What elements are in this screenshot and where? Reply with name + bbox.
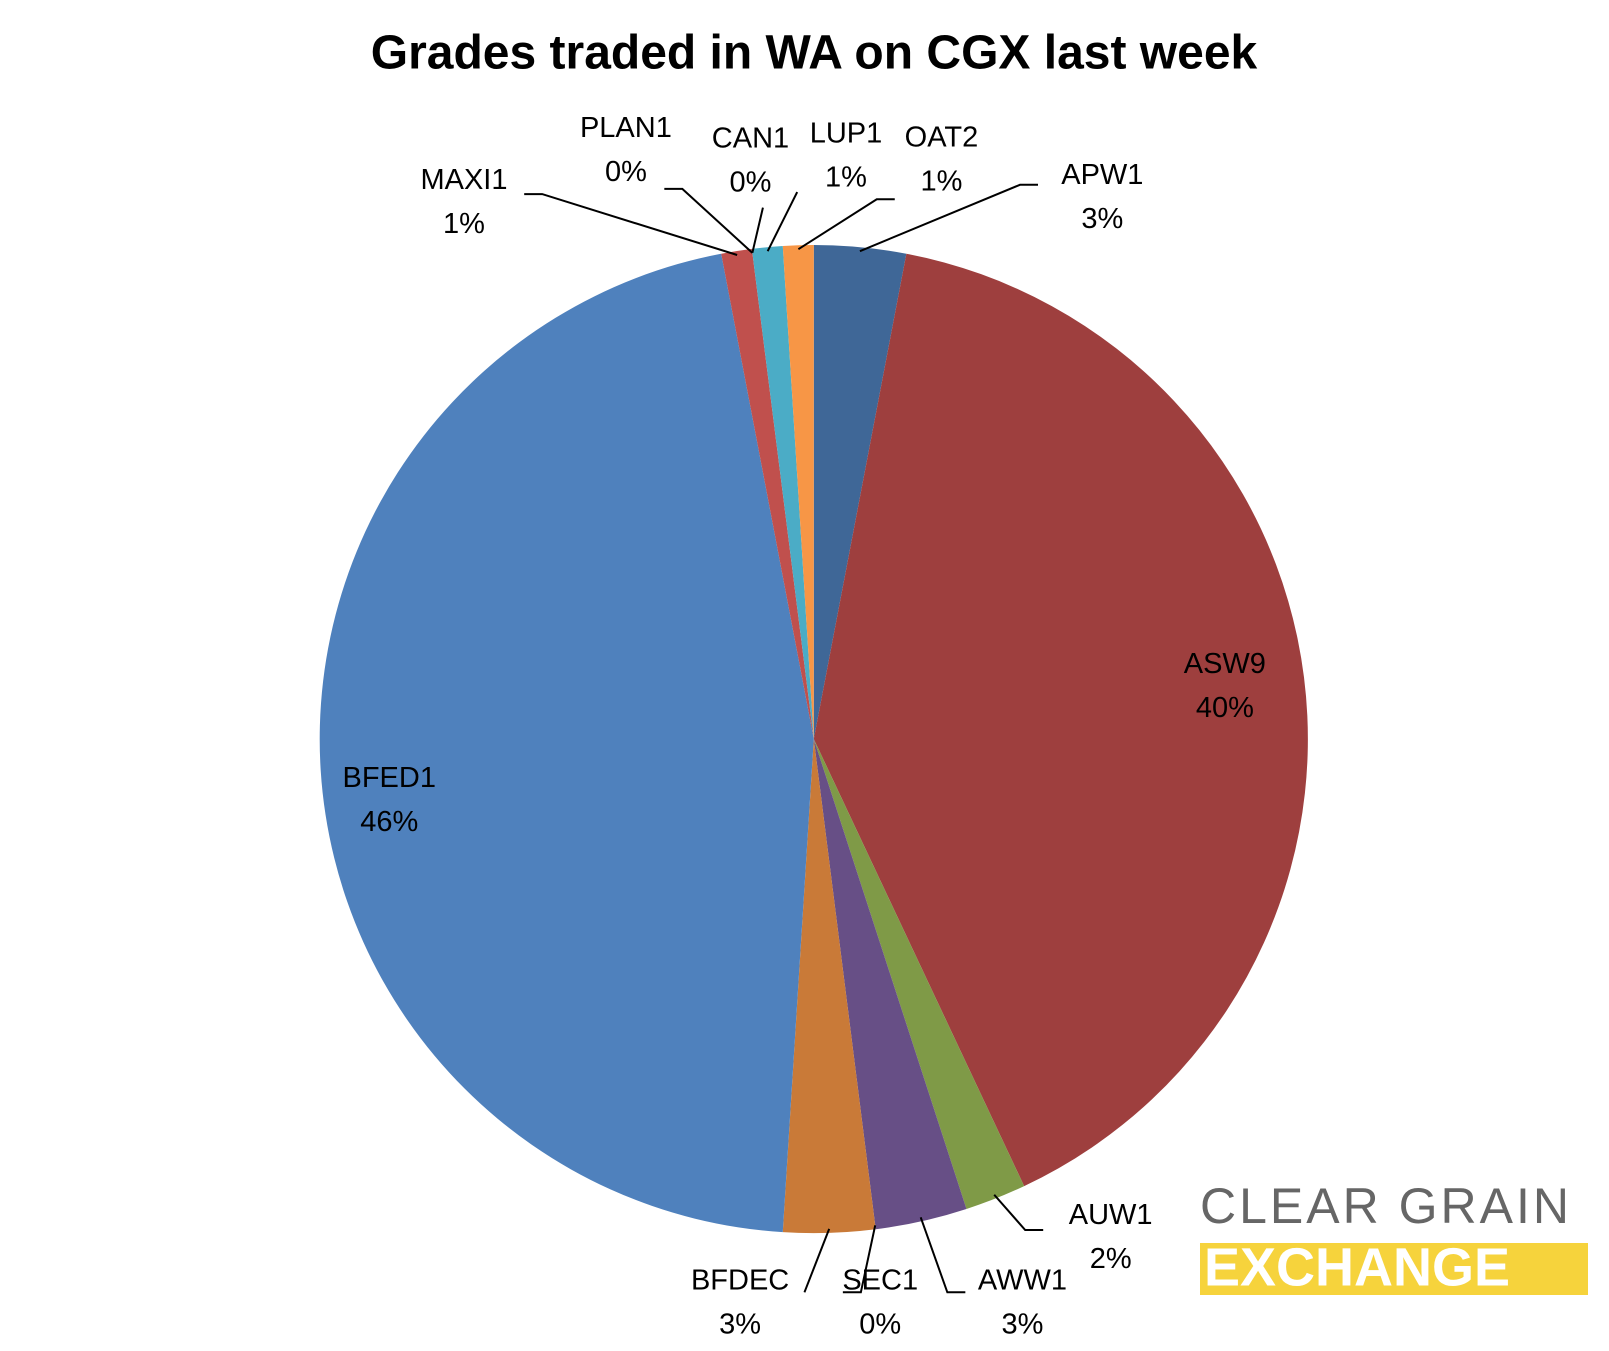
chart-title: Grades traded in WA on CGX last week: [371, 27, 1258, 80]
slice-value-label: 3%: [1081, 203, 1123, 235]
slice-label: AUW1: [1069, 1199, 1153, 1231]
slice-label: CAN1: [712, 123, 789, 155]
pie-slice: [721, 248, 814, 740]
slice-label: AWW1: [978, 1264, 1067, 1296]
logo-bar: [1200, 1243, 1588, 1295]
pie-slice: [751, 245, 814, 740]
slice-value-label: 40%: [1196, 692, 1254, 724]
slice-label: ASW9: [1184, 648, 1266, 680]
slice-value-label: 1%: [921, 166, 963, 198]
pie-slice: [813, 253, 1308, 1187]
slice-value-label: 0%: [730, 167, 772, 199]
leader-line: [766, 191, 799, 252]
leader-line: [919, 1217, 966, 1294]
logo-line2: EXCHANGE: [1204, 1237, 1510, 1297]
slice-value-label: 46%: [360, 806, 418, 838]
pie-slice: [782, 244, 814, 740]
pie-slice: [813, 739, 967, 1230]
leader-line: [524, 193, 738, 256]
leader-line: [751, 207, 764, 254]
slice-label: APW1: [1061, 159, 1143, 191]
leader-line: [842, 1225, 877, 1294]
pie: [319, 244, 1308, 1234]
slice-label: BFDEC: [691, 1264, 789, 1296]
leader-line: [859, 183, 1038, 253]
logo-line1: CLEAR GRAIN: [1200, 1178, 1572, 1234]
slice-value-label: 1%: [443, 208, 485, 240]
leader-line: [803, 1228, 831, 1293]
slice-label: SEC1: [842, 1264, 918, 1296]
slice-label: MAXI1: [420, 164, 507, 196]
slice-label: OAT2: [905, 122, 979, 154]
slice-value-label: 0%: [859, 1308, 901, 1340]
slice-value-label: 0%: [605, 156, 647, 188]
slice-value-label: 3%: [719, 1308, 761, 1340]
slice-label: PLAN1: [580, 112, 672, 144]
pie-slice: [319, 253, 814, 1233]
slice-value-label: 3%: [1001, 1308, 1043, 1340]
slice-label: LUP1: [810, 117, 883, 149]
pie-slice: [782, 739, 876, 1234]
slice-value-label: 1%: [825, 161, 867, 193]
pie-slice: [813, 739, 1025, 1209]
leader-line: [993, 1194, 1044, 1232]
slice-label: BFED1: [343, 762, 436, 794]
pie-slice: [813, 244, 907, 740]
leader-line: [797, 198, 895, 251]
slice-value-label: 2%: [1090, 1243, 1132, 1275]
leader-line: [664, 187, 754, 254]
logo: CLEAR GRAIN EXCHANGE: [1200, 1178, 1588, 1297]
